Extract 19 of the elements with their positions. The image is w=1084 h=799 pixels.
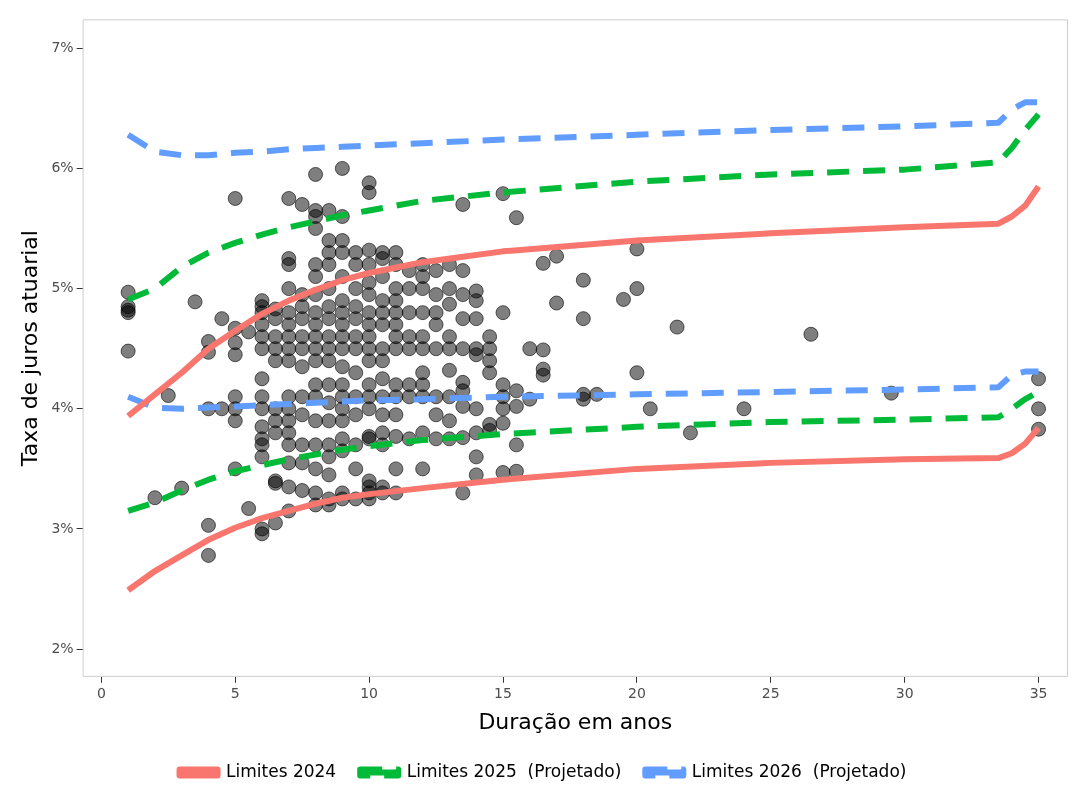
x-tick-label: 25 [761,684,780,701]
x-tick-label: 0 [96,684,106,701]
x-axis-title: Duração em anos [478,708,673,734]
y-tick-label: 2% [51,639,74,656]
x-tick-label: 30 [895,684,914,701]
y-tick-label: 5% [51,279,74,296]
legend-label: Limites 2026 (Projetado) [691,760,907,781]
x-tick-label: 35 [1029,684,1048,701]
x-tick-label: 20 [627,684,646,701]
x-tick-label: 15 [494,684,512,701]
y-tick-label: 3% [51,519,74,536]
y-tick-label: 7% [51,38,74,55]
legend-label: Limites 2024 [226,760,337,781]
x-tick-label: 5 [230,684,240,701]
y-tick-label: 4% [51,399,74,416]
x-tick-label: 10 [360,684,379,701]
legend-label: Limites 2025 (Projetado) [406,760,622,781]
y-axis-title: Taxa de juros atuarial [16,230,42,468]
y-tick-label: 6% [51,159,74,176]
